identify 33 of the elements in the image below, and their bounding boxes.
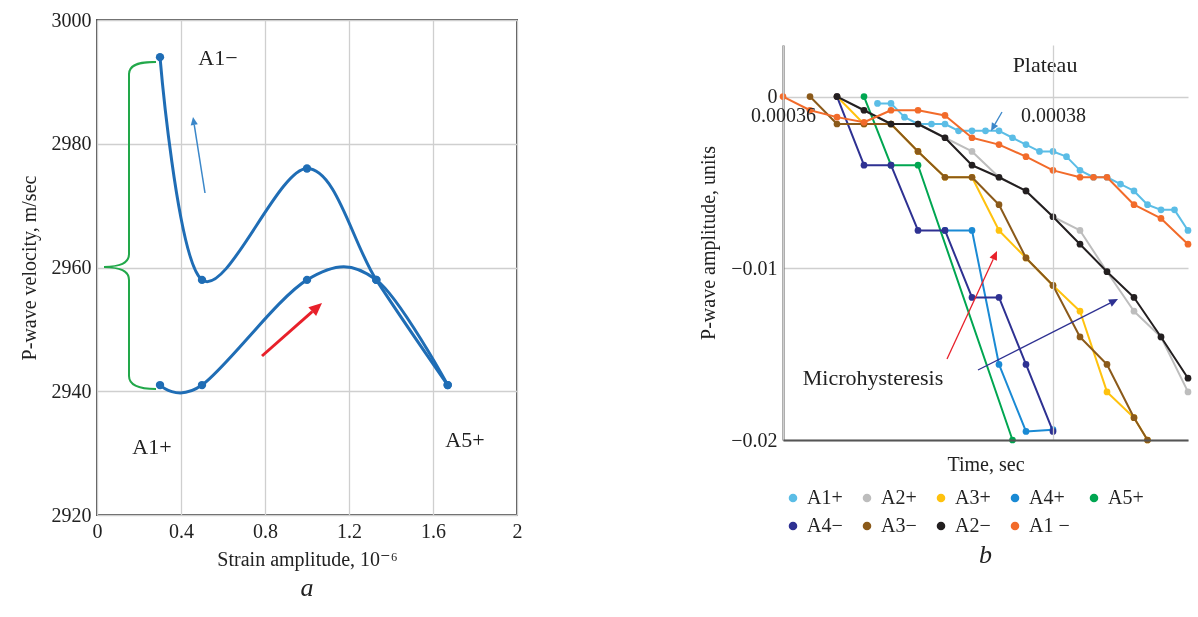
- annotation: A1−: [198, 45, 238, 70]
- legend-label: A2−: [955, 514, 991, 536]
- y-axis-title: P-wave velocity, m/sec: [17, 175, 41, 361]
- y-axis-title: P-wave amplitude, units: [697, 145, 721, 340]
- annotation: A5+: [445, 427, 485, 452]
- x-tick-label: 1.2: [337, 519, 362, 542]
- legend-label: A2+: [881, 486, 917, 508]
- y-tick-label: 2980: [51, 132, 92, 155]
- legend-label: A5+: [1108, 486, 1144, 508]
- y-tick-label: 2940: [51, 379, 92, 402]
- x-axis-title: Time, sec: [947, 452, 1025, 475]
- legend-label: A3−: [881, 514, 917, 536]
- legend-label: A4−: [807, 514, 843, 536]
- legend-label: A1 −: [1029, 514, 1070, 536]
- y-tick-label: 3000: [51, 8, 92, 31]
- annotation: Plateau: [1012, 52, 1078, 77]
- y-tick-label: −0.01: [731, 256, 778, 279]
- x-tick-label: 2: [512, 519, 523, 542]
- annotation: Microhysteresis: [802, 365, 944, 390]
- legend-label: A4+: [1029, 486, 1065, 508]
- legend-label: A3+: [955, 486, 991, 508]
- legend-label: A1+: [807, 486, 843, 508]
- x-tick-label: 0.00038: [1021, 104, 1086, 127]
- x-tick-label: 0.4: [169, 519, 194, 542]
- y-tick-label: 2920: [51, 503, 92, 526]
- y-tick-label: 2960: [51, 256, 92, 278]
- x-tick-label: 0.8: [253, 519, 278, 542]
- x-tick-label: 1.6: [421, 519, 446, 542]
- text: b: [979, 540, 992, 569]
- x-axis-title: Strain amplitude, 10⁻⁶: [217, 547, 398, 571]
- y-tick-label: −0.02: [731, 428, 778, 451]
- text: a: [300, 573, 314, 602]
- annotation: A1+: [132, 434, 172, 459]
